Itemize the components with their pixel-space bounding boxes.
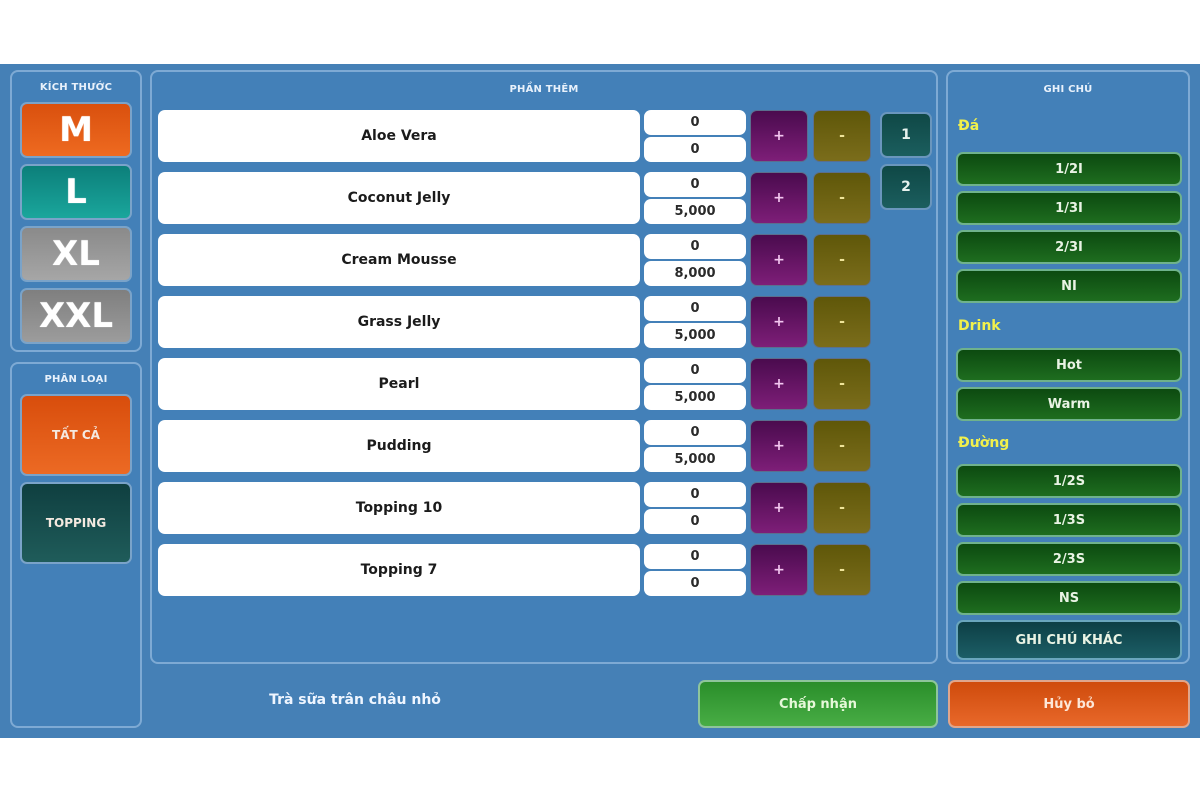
addon-name[interactable]: Coconut Jelly bbox=[158, 172, 640, 224]
size-panel-title: KÍCH THƯỚC bbox=[39, 82, 113, 93]
addon-quantity: 0 bbox=[644, 296, 746, 321]
addon-name[interactable]: Pearl bbox=[158, 358, 640, 410]
category-panel-title: PHÂN LOẠI bbox=[44, 374, 108, 385]
page-button-2[interactable]: 2 bbox=[880, 164, 932, 210]
accept-button[interactable]: Chấp nhận bbox=[698, 680, 938, 728]
addon-row: Pudding 0 5,000 + - bbox=[158, 420, 928, 474]
note-option-ice-third[interactable]: 1/3I bbox=[956, 191, 1182, 225]
other-note-button[interactable]: GHI CHÚ KHÁC bbox=[956, 620, 1182, 660]
increase-button[interactable]: + bbox=[750, 234, 808, 286]
notes-panel-title: GHI CHÚ bbox=[1043, 84, 1093, 95]
addon-row: Pearl 0 5,000 + - bbox=[158, 358, 928, 412]
addon-panel: PHẦN THÊM Aloe Vera 0 0 + - Coconut Jell… bbox=[150, 70, 938, 664]
note-option-ice-two-thirds[interactable]: 2/3I bbox=[956, 230, 1182, 264]
addon-row: Topping 10 0 0 + - bbox=[158, 482, 928, 536]
size-panel: KÍCH THƯỚC M L XL XXL bbox=[10, 70, 142, 352]
category-button-all[interactable]: TẤT CẢ bbox=[20, 394, 132, 476]
addon-quantity: 0 bbox=[644, 172, 746, 197]
addon-row: Cream Mousse 0 8,000 + - bbox=[158, 234, 928, 288]
note-option-sugar-third[interactable]: 1/3S bbox=[956, 503, 1182, 537]
decrease-button[interactable]: - bbox=[813, 482, 871, 534]
note-option-no-sugar[interactable]: NS bbox=[956, 581, 1182, 615]
cancel-button[interactable]: Hủy bỏ bbox=[948, 680, 1190, 728]
decrease-button[interactable]: - bbox=[813, 544, 871, 596]
note-option-ice-half[interactable]: 1/2I bbox=[956, 152, 1182, 186]
note-option-hot[interactable]: Hot bbox=[956, 348, 1182, 382]
topping-selection-dialog: KÍCH THƯỚC M L XL XXL PHÂN LOẠI TẤT CẢ T… bbox=[0, 64, 1200, 738]
addon-price: 8,000 bbox=[644, 261, 746, 286]
size-button-m[interactable]: M bbox=[20, 102, 132, 158]
increase-button[interactable]: + bbox=[750, 172, 808, 224]
addon-price: 0 bbox=[644, 571, 746, 596]
decrease-button[interactable]: - bbox=[813, 234, 871, 286]
addon-row: Grass Jelly 0 5,000 + - bbox=[158, 296, 928, 350]
addon-price: 0 bbox=[644, 137, 746, 162]
note-group-ice-label: Đá bbox=[958, 118, 980, 134]
size-button-xxl[interactable]: XXL bbox=[20, 288, 132, 344]
note-option-no-ice[interactable]: NI bbox=[956, 269, 1182, 303]
addon-name[interactable]: Topping 7 bbox=[158, 544, 640, 596]
increase-button[interactable]: + bbox=[750, 482, 808, 534]
note-option-warm[interactable]: Warm bbox=[956, 387, 1182, 421]
increase-button[interactable]: + bbox=[750, 296, 808, 348]
increase-button[interactable]: + bbox=[750, 110, 808, 162]
addon-quantity: 0 bbox=[644, 110, 746, 135]
addon-name[interactable]: Pudding bbox=[158, 420, 640, 472]
addon-row: Aloe Vera 0 0 + - bbox=[158, 110, 928, 164]
category-button-topping[interactable]: TOPPING bbox=[20, 482, 132, 564]
addon-name[interactable]: Grass Jelly bbox=[158, 296, 640, 348]
note-group-sugar-label: Đường bbox=[958, 435, 1010, 451]
addon-price: 5,000 bbox=[644, 323, 746, 348]
note-option-sugar-two-thirds[interactable]: 2/3S bbox=[956, 542, 1182, 576]
decrease-button[interactable]: - bbox=[813, 358, 871, 410]
increase-button[interactable]: + bbox=[750, 420, 808, 472]
addon-quantity: 0 bbox=[644, 420, 746, 445]
addon-quantity: 0 bbox=[644, 234, 746, 259]
addon-quantity: 0 bbox=[644, 544, 746, 569]
page-button-1[interactable]: 1 bbox=[880, 112, 932, 158]
addon-name[interactable]: Aloe Vera bbox=[158, 110, 640, 162]
addon-row: Topping 7 0 0 + - bbox=[158, 544, 928, 598]
addon-quantity: 0 bbox=[644, 358, 746, 383]
addon-price: 5,000 bbox=[644, 199, 746, 224]
size-button-xl[interactable]: XL bbox=[20, 226, 132, 282]
category-panel: PHÂN LOẠI TẤT CẢ TOPPING bbox=[10, 362, 142, 728]
note-option-sugar-half[interactable]: 1/2S bbox=[956, 464, 1182, 498]
addon-name[interactable]: Cream Mousse bbox=[158, 234, 640, 286]
product-name: Trà sữa trân châu nhỏ bbox=[269, 692, 441, 708]
addon-row: Coconut Jelly 0 5,000 + - bbox=[158, 172, 928, 226]
increase-button[interactable]: + bbox=[750, 358, 808, 410]
decrease-button[interactable]: - bbox=[813, 296, 871, 348]
addon-price: 0 bbox=[644, 509, 746, 534]
addon-price: 5,000 bbox=[644, 385, 746, 410]
addon-price: 5,000 bbox=[644, 447, 746, 472]
notes-panel: GHI CHÚ Đá 1/2I 1/3I 2/3I NI Drink Hot W… bbox=[946, 70, 1190, 664]
size-button-l[interactable]: L bbox=[20, 164, 132, 220]
decrease-button[interactable]: - bbox=[813, 172, 871, 224]
decrease-button[interactable]: - bbox=[813, 110, 871, 162]
addon-quantity: 0 bbox=[644, 482, 746, 507]
addon-panel-title: PHẦN THÊM bbox=[509, 84, 579, 95]
note-group-drink-label: Drink bbox=[958, 318, 1001, 334]
increase-button[interactable]: + bbox=[750, 544, 808, 596]
addon-name[interactable]: Topping 10 bbox=[158, 482, 640, 534]
decrease-button[interactable]: - bbox=[813, 420, 871, 472]
